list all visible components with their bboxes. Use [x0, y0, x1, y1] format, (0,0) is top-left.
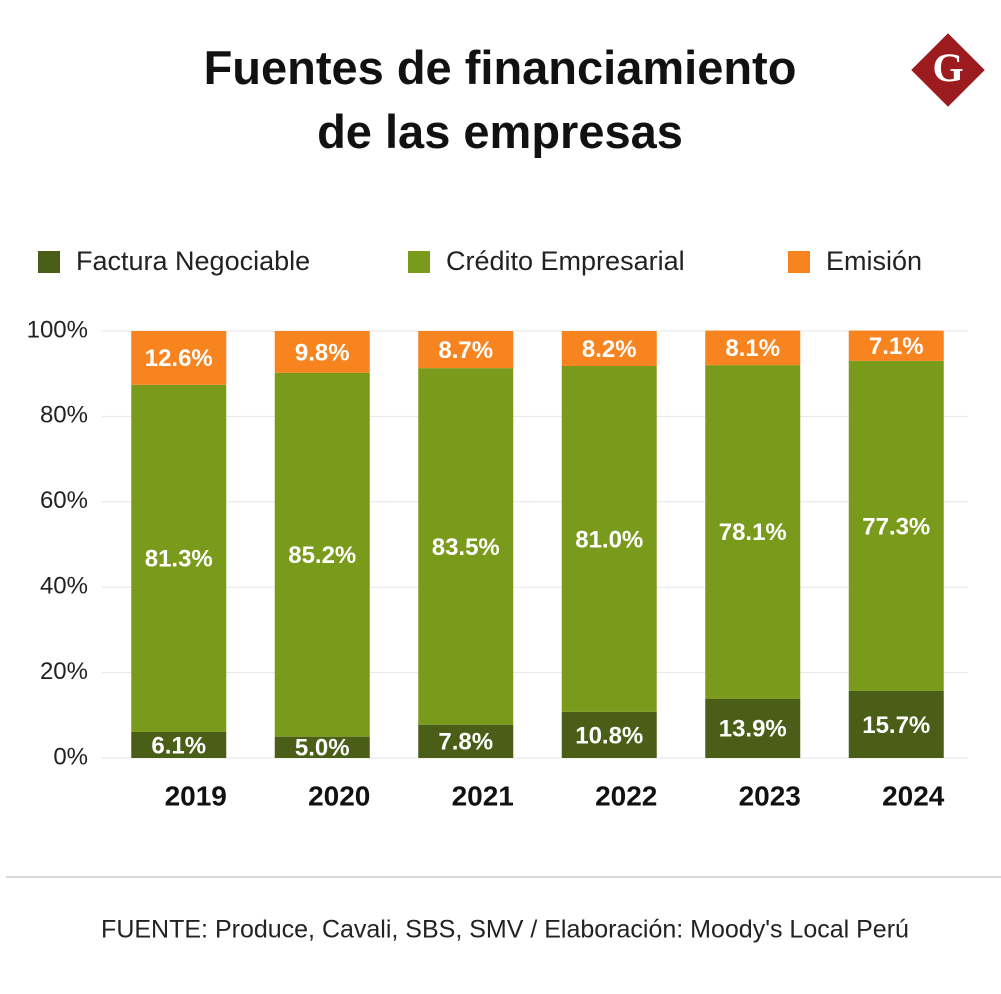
data-label: 13.9%	[719, 716, 787, 743]
bar-segment	[131, 384, 227, 732]
bar-segment	[561, 711, 657, 758]
x-tick-label: 2020	[308, 780, 370, 811]
bar-segment	[131, 731, 227, 758]
bar-segment	[848, 360, 944, 691]
bar-segment	[848, 690, 944, 758]
bar-segment	[131, 331, 227, 385]
y-tick-label: 60%	[40, 487, 88, 514]
y-tick-label: 100%	[27, 316, 88, 343]
data-label: 78.1%	[719, 519, 787, 546]
data-label: 8.7%	[438, 337, 493, 364]
logo-diamond	[911, 33, 985, 107]
data-label: 9.8%	[295, 339, 350, 366]
x-tick-label: 2019	[165, 780, 227, 811]
legend-swatch	[38, 251, 60, 273]
bar-segment	[705, 330, 801, 366]
legend-label: Factura Negociable	[76, 246, 310, 276]
bar-segment	[418, 724, 514, 758]
bar-segment	[418, 368, 514, 725]
data-label: 6.1%	[151, 732, 206, 759]
bar-segment	[274, 736, 370, 758]
y-tick-label: 40%	[40, 573, 88, 600]
bar-segment	[848, 330, 944, 361]
data-label: 85.2%	[288, 542, 356, 569]
data-label: 5.0%	[295, 735, 350, 762]
y-tick-label: 0%	[53, 743, 88, 770]
legend-swatch	[788, 251, 810, 273]
data-label: 8.1%	[725, 335, 780, 362]
x-tick-label: 2022	[595, 780, 657, 811]
data-label: 12.6%	[145, 345, 213, 372]
bar-segment	[418, 331, 514, 369]
legend-label: Emisión	[826, 246, 922, 276]
legend-swatch	[408, 251, 430, 273]
data-label: 83.5%	[432, 534, 500, 561]
bar-segment	[705, 698, 801, 758]
data-label: 77.3%	[862, 513, 930, 540]
bar-segment	[561, 366, 657, 712]
title-line: Fuentes de financiamiento	[204, 41, 797, 94]
data-label: 7.8%	[438, 729, 493, 756]
data-label: 8.2%	[582, 336, 637, 363]
x-tick-label: 2021	[452, 780, 514, 811]
data-label: 15.7%	[862, 712, 930, 739]
y-tick-label: 20%	[40, 658, 88, 685]
data-label: 7.1%	[869, 333, 924, 360]
bar-segment	[705, 365, 801, 699]
chart-title: Fuentes de financiamiento de las empresas	[204, 41, 797, 158]
x-tick-label: 2024	[882, 780, 945, 811]
x-tick-label: 2023	[739, 780, 801, 811]
bar-segment	[274, 331, 370, 373]
bar-segment	[561, 331, 657, 367]
logo-letter: G	[932, 45, 963, 90]
data-label: 81.0%	[575, 526, 643, 553]
logo: G	[911, 33, 985, 107]
bar-segment	[274, 372, 370, 737]
y-tick-label: 80%	[40, 402, 88, 429]
data-label: 10.8%	[575, 722, 643, 749]
legend-label: Crédito Empresarial	[446, 246, 685, 276]
source: FUENTE: Produce, Cavali, SBS, SMV / Elab…	[101, 916, 909, 944]
title-line: de las empresas	[317, 105, 683, 158]
data-label: 81.3%	[145, 546, 213, 573]
